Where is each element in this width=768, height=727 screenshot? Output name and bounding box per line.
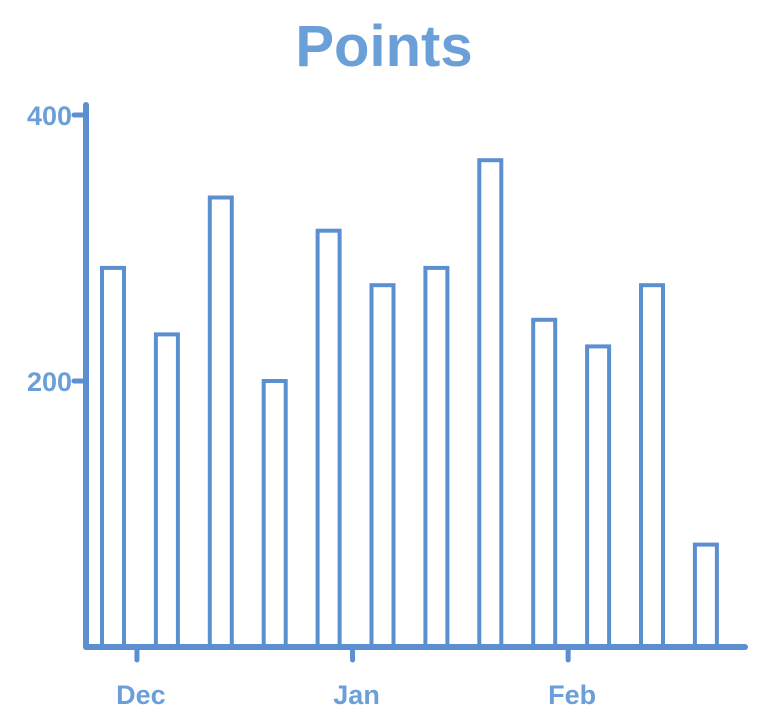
bar-12 bbox=[692, 542, 719, 649]
bar-7 bbox=[423, 265, 450, 649]
bar-2 bbox=[153, 332, 180, 649]
bar-10 bbox=[585, 344, 612, 649]
x-tick-label-dec: Dec bbox=[116, 680, 166, 710]
bar-4 bbox=[261, 379, 288, 649]
bar-1 bbox=[100, 265, 126, 649]
x-tick-label-feb: Feb bbox=[548, 680, 596, 710]
chart-title: Points bbox=[295, 14, 472, 79]
bar-5 bbox=[315, 228, 342, 649]
x-tick-label-jan: Jan bbox=[333, 680, 380, 710]
bar-11 bbox=[639, 283, 665, 649]
y-tick-label-200: 200 bbox=[27, 367, 72, 397]
y-ticks-group: 200 400 bbox=[27, 101, 89, 397]
bar-3 bbox=[207, 195, 234, 649]
x-ticks-group: Dec Jan Feb bbox=[116, 644, 596, 710]
y-tick-label-400: 400 bbox=[27, 101, 72, 131]
bar-8 bbox=[477, 158, 504, 649]
bar-6 bbox=[369, 283, 396, 649]
bars-group bbox=[100, 158, 719, 649]
bar-9 bbox=[531, 317, 558, 649]
axes-group bbox=[83, 102, 748, 650]
